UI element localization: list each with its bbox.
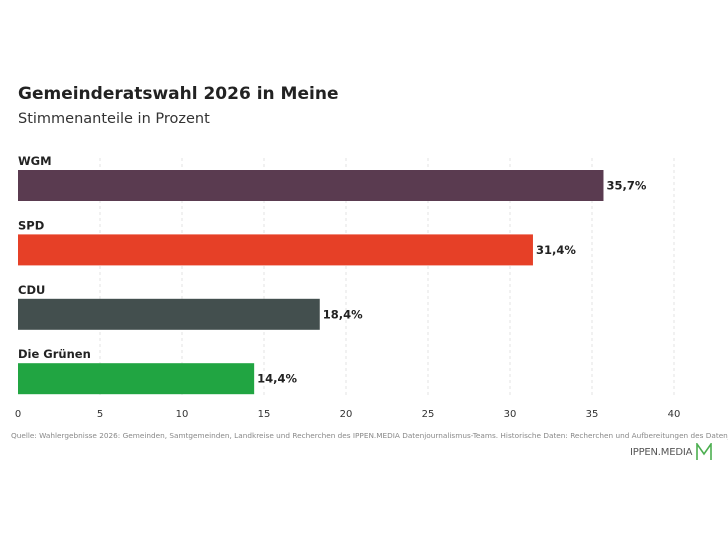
x-tick-label: 10 xyxy=(176,409,189,420)
x-tick-label: 15 xyxy=(258,409,271,420)
category-label: SPD xyxy=(18,218,44,232)
source-note: Quelle: Wahlergebnisse 2026: Gemeinden, … xyxy=(11,431,728,440)
bar-group: CDU 18,4% xyxy=(18,283,363,330)
brand-name: IPPEN.MEDIA xyxy=(630,446,693,458)
bar-group: SPD 31,4% xyxy=(18,218,576,266)
brand: IPPEN.MEDIA xyxy=(630,443,713,461)
grid-lines xyxy=(99,158,675,396)
chart-subtitle: Stimmenanteile in Prozent xyxy=(18,111,210,127)
bar xyxy=(18,363,255,395)
x-tick-label: 25 xyxy=(422,409,435,420)
bar xyxy=(18,234,533,266)
value-label: 18,4% xyxy=(323,307,363,321)
bar xyxy=(18,298,320,330)
bar xyxy=(18,170,604,201)
ippen-media-m-logo-icon xyxy=(696,443,713,460)
bar-group: Die Grünen 14,4% xyxy=(18,347,298,395)
category-label: CDU xyxy=(18,283,45,297)
category-label: Die Grünen xyxy=(18,347,91,361)
x-tick-label: 20 xyxy=(340,409,353,420)
chart-title: Gemeinderatswahl 2026 in Meine xyxy=(18,84,339,104)
value-label: 14,4% xyxy=(257,372,297,386)
value-label: 35,7% xyxy=(606,179,646,193)
x-tick-label: 0 xyxy=(15,409,21,420)
category-label: WGM xyxy=(18,154,52,168)
bars: WGM 35,7% SPD 31,4% CDU 18,4% Die Grünen 14,4% xyxy=(18,154,647,395)
x-tick-label: 40 xyxy=(668,409,681,420)
x-axis-ticks: 0 5 10 15 20 25 30 35 40 xyxy=(15,409,681,420)
bar-group: WGM 35,7% xyxy=(18,154,647,201)
x-tick-label: 35 xyxy=(586,409,599,420)
x-tick-label: 30 xyxy=(504,409,517,420)
x-tick-label: 5 xyxy=(97,409,103,420)
value-label: 31,4% xyxy=(536,243,576,257)
